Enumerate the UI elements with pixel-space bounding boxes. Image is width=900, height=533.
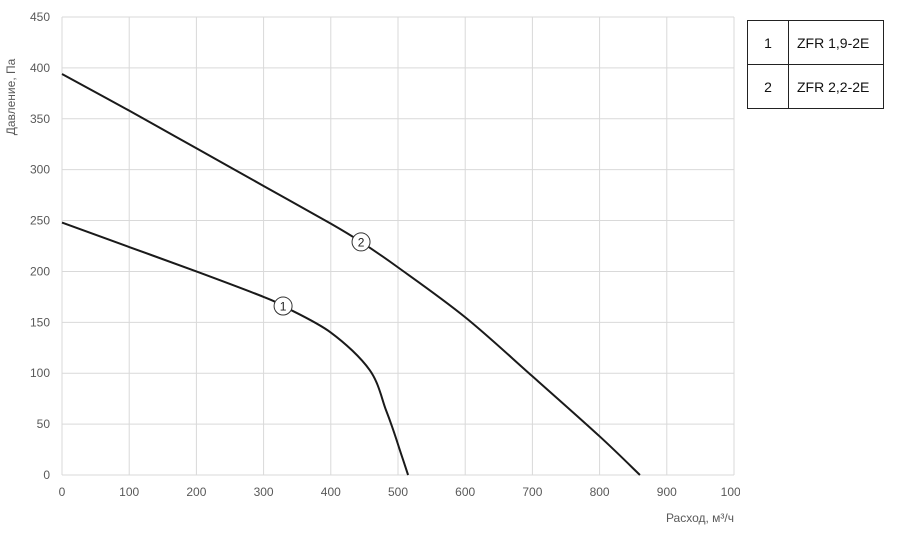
x-tick-label: 800 [590,485,610,499]
x-tick-label: 300 [254,485,274,499]
x-tick-label: 600 [455,485,475,499]
legend-row: 2 ZFR 2,2-2E [747,64,884,109]
curve-marker-label: 1 [280,300,287,314]
y-tick-label: 450 [30,10,50,24]
legend-label: ZFR 1,9-2E [788,20,884,65]
x-tick-label: 100 [119,485,139,499]
y-tick-label: 50 [37,417,51,431]
x-tick-label: 0 [59,485,66,499]
y-tick-label: 150 [30,315,50,329]
y-axis-label: Давление, Па [4,58,18,135]
legend-number: 2 [747,64,789,109]
x-tick-label: 700 [522,485,542,499]
x-axis-label: Расход, м³/ч [666,511,734,525]
x-tick-label: 900 [657,485,677,499]
y-tick-label: 300 [30,163,50,177]
x-tick-label: 200 [186,485,206,499]
y-tick-label: 0 [43,468,50,482]
curve-marker-label: 2 [358,235,365,249]
y-tick-label: 100 [30,366,50,380]
y-tick-label: 400 [30,61,50,75]
series-curve-2 [61,73,641,476]
legend-row: 1 ZFR 1,9-2E [747,20,884,65]
legend-number: 1 [747,20,789,65]
y-tick-label: 200 [30,264,50,278]
y-tick-label: 350 [30,112,50,126]
y-tick-label: 250 [30,214,50,228]
x-tick-label: 500 [388,485,408,499]
curve-marker-2 [351,232,371,252]
curve-marker-1 [273,296,293,316]
legend-label: ZFR 2,2-2E [788,64,884,109]
legend: 1 ZFR 1,9-2E 2 ZFR 2,2-2E [747,20,884,109]
series-curve-1 [61,221,410,476]
x-tick-label: 400 [321,485,341,499]
